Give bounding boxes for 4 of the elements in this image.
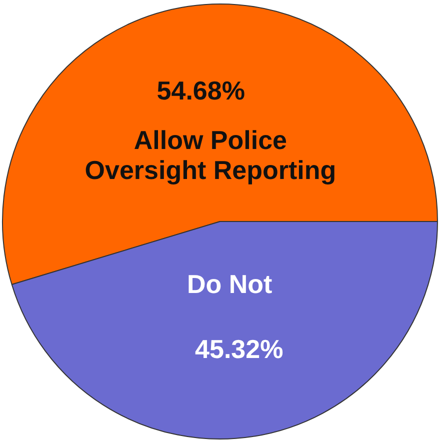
data-label: 54.68%: [156, 76, 245, 106]
slice-label: Allow Police Oversight Reporting: [84, 125, 336, 186]
data-label: 45.32%: [195, 334, 284, 364]
slice-label: Do Not: [186, 269, 272, 300]
